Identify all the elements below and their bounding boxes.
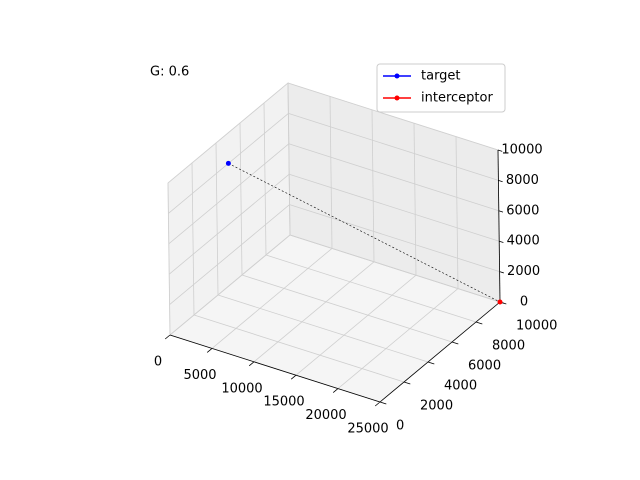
sightline bbox=[228, 163, 501, 303]
tick-mark bbox=[499, 240, 504, 243]
legend-marker bbox=[394, 73, 400, 79]
tick-mark bbox=[248, 361, 255, 367]
tick-mark bbox=[206, 348, 213, 353]
grid-line bbox=[288, 113, 499, 181]
z-axis-line bbox=[497, 149, 501, 303]
grid-line bbox=[329, 96, 333, 249]
grid-line bbox=[239, 122, 243, 276]
grid-line bbox=[167, 82, 289, 184]
tick-mark bbox=[497, 149, 503, 152]
tick-mark bbox=[164, 334, 171, 340]
y-tick-label: 2000 bbox=[420, 399, 453, 414]
grid-line bbox=[215, 142, 219, 296]
x-tick-label: 25000 bbox=[347, 422, 388, 437]
y-axis-line bbox=[379, 301, 501, 403]
x-tick-label: 15000 bbox=[263, 395, 304, 410]
grid-line bbox=[167, 182, 171, 336]
legend-marker bbox=[394, 95, 400, 101]
point bbox=[225, 160, 231, 166]
tick-mark bbox=[379, 401, 387, 405]
tick-mark bbox=[451, 341, 459, 345]
grid-line bbox=[168, 143, 290, 245]
z-tick-label: 2000 bbox=[507, 264, 540, 279]
y-tick-label: 6000 bbox=[468, 359, 501, 374]
grid-line bbox=[289, 173, 500, 242]
annotation: G: 0.6 bbox=[150, 65, 189, 80]
grid-line bbox=[253, 261, 375, 363]
grid-line bbox=[289, 234, 501, 303]
z-tick-label: 4000 bbox=[507, 234, 540, 249]
tick-mark bbox=[332, 388, 339, 393]
y-tick-label: 10000 bbox=[516, 319, 557, 334]
z-tick-label: 0 bbox=[520, 295, 528, 310]
x-tick-label: 10000 bbox=[221, 381, 262, 396]
legend-label: target bbox=[421, 69, 461, 84]
grid-line bbox=[217, 294, 429, 363]
point bbox=[497, 299, 503, 305]
x-tick-label: 0 bbox=[154, 355, 162, 370]
grid-line bbox=[265, 254, 477, 323]
x-tick-label: 20000 bbox=[305, 408, 346, 423]
legend: target interceptor bbox=[376, 63, 506, 113]
grid-line bbox=[295, 274, 417, 376]
grid-line bbox=[169, 204, 290, 305]
grid-line bbox=[455, 136, 459, 289]
grid-line bbox=[371, 109, 375, 262]
tick-mark bbox=[290, 374, 297, 380]
grid-line bbox=[169, 234, 291, 336]
grid-line bbox=[241, 274, 453, 343]
grid-line bbox=[413, 123, 417, 276]
grid-line bbox=[287, 82, 291, 236]
grid-line bbox=[211, 248, 333, 349]
tick-mark bbox=[498, 180, 503, 183]
grid-line bbox=[191, 162, 195, 316]
tick-mark bbox=[427, 361, 435, 365]
tick-mark bbox=[475, 321, 483, 325]
z-tick-label: 6000 bbox=[506, 203, 539, 218]
grid-line bbox=[288, 143, 499, 212]
y-tick-label: 4000 bbox=[444, 379, 477, 394]
grid-line bbox=[193, 314, 405, 383]
grid-line bbox=[289, 204, 500, 272]
grid-line bbox=[287, 82, 499, 151]
grid-line bbox=[337, 288, 459, 389]
grid-line bbox=[168, 173, 290, 275]
grid-line bbox=[263, 102, 267, 256]
legend-label: interceptor bbox=[421, 91, 493, 106]
tick-mark bbox=[499, 271, 504, 274]
tick-mark bbox=[403, 381, 411, 385]
y-tick-label: 0 bbox=[396, 419, 404, 434]
x-tick-label: 5000 bbox=[183, 368, 216, 383]
y-tick-label: 8000 bbox=[492, 339, 525, 354]
tick-mark bbox=[498, 210, 504, 213]
tick-mark bbox=[374, 401, 381, 407]
z-tick-label: 8000 bbox=[506, 173, 539, 188]
x-axis-line bbox=[169, 334, 381, 403]
z-tick-label: 10000 bbox=[501, 143, 542, 158]
